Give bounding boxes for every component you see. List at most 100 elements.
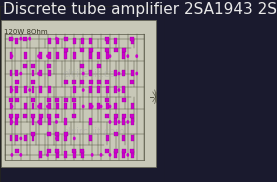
Circle shape <box>127 121 129 123</box>
Circle shape <box>109 105 111 108</box>
Bar <box>122 149 126 153</box>
Bar <box>89 80 93 84</box>
Circle shape <box>11 55 12 57</box>
Bar <box>114 38 117 44</box>
Bar <box>1 20 156 167</box>
Bar <box>9 98 13 102</box>
Circle shape <box>56 121 57 123</box>
Bar <box>114 86 117 93</box>
Bar <box>64 103 67 109</box>
Bar <box>39 118 42 125</box>
Bar <box>131 118 134 125</box>
Bar <box>122 118 125 125</box>
Circle shape <box>100 154 102 156</box>
Bar <box>105 37 109 41</box>
Bar <box>55 132 60 136</box>
Bar <box>105 149 109 153</box>
Bar <box>56 103 59 109</box>
Bar <box>39 114 43 118</box>
Bar <box>48 103 50 109</box>
Bar <box>98 103 101 109</box>
Bar <box>15 98 19 102</box>
Bar <box>32 70 34 76</box>
Bar <box>114 151 117 158</box>
Bar <box>122 48 126 52</box>
Bar <box>114 103 117 109</box>
Bar <box>9 103 12 109</box>
Bar <box>39 103 42 109</box>
Circle shape <box>47 55 48 57</box>
Bar <box>114 114 118 118</box>
Bar <box>48 52 50 59</box>
Bar <box>9 70 12 76</box>
Bar <box>106 38 109 44</box>
Circle shape <box>20 137 22 140</box>
Bar <box>122 114 126 118</box>
Circle shape <box>29 89 30 91</box>
Bar <box>39 86 42 93</box>
Bar <box>16 86 19 93</box>
Circle shape <box>38 55 39 57</box>
Bar <box>72 98 76 102</box>
Bar <box>122 70 125 76</box>
Bar <box>64 118 67 125</box>
Bar <box>47 98 51 102</box>
Circle shape <box>11 121 12 123</box>
Bar <box>55 98 60 102</box>
Bar <box>89 70 92 76</box>
Circle shape <box>38 105 39 108</box>
Bar <box>73 38 76 44</box>
Bar <box>16 118 19 125</box>
Circle shape <box>11 37 12 40</box>
Bar <box>64 80 68 84</box>
Circle shape <box>11 105 12 108</box>
Bar <box>73 86 76 93</box>
Circle shape <box>118 89 120 91</box>
Circle shape <box>56 37 57 40</box>
Bar <box>39 70 42 76</box>
Bar <box>131 151 134 158</box>
Bar <box>24 103 27 109</box>
Circle shape <box>47 105 48 108</box>
Circle shape <box>91 105 93 108</box>
Bar <box>81 38 84 44</box>
Bar <box>15 114 19 118</box>
Text: elcircuit.com: elcircuit.com <box>62 127 125 137</box>
Text: 120W 8Ohm: 120W 8Ohm <box>4 29 48 35</box>
Bar <box>56 134 59 141</box>
Bar <box>105 48 109 52</box>
Bar <box>122 52 125 59</box>
Circle shape <box>109 154 111 156</box>
Bar <box>39 151 42 158</box>
Bar <box>9 114 13 118</box>
Bar <box>32 118 34 125</box>
Bar <box>15 149 19 153</box>
Circle shape <box>118 72 120 75</box>
Bar <box>97 64 101 68</box>
Circle shape <box>47 154 48 156</box>
Bar <box>24 52 27 59</box>
Circle shape <box>109 55 111 57</box>
Bar <box>80 64 84 68</box>
Bar <box>114 118 117 125</box>
Bar <box>72 149 76 153</box>
Bar <box>80 149 84 153</box>
Bar <box>64 98 68 102</box>
Bar <box>47 132 51 136</box>
Circle shape <box>74 55 75 57</box>
Bar <box>32 103 34 109</box>
Bar <box>64 48 68 52</box>
Circle shape <box>74 154 75 156</box>
Bar <box>130 114 134 118</box>
Bar <box>130 80 134 84</box>
Bar <box>98 52 101 59</box>
Bar <box>89 86 92 93</box>
Bar <box>105 80 109 84</box>
Bar <box>23 64 27 68</box>
Circle shape <box>127 55 129 57</box>
Bar <box>122 134 125 141</box>
Circle shape <box>136 72 137 75</box>
Bar <box>48 38 50 44</box>
Bar <box>9 52 12 59</box>
Bar <box>31 64 35 68</box>
